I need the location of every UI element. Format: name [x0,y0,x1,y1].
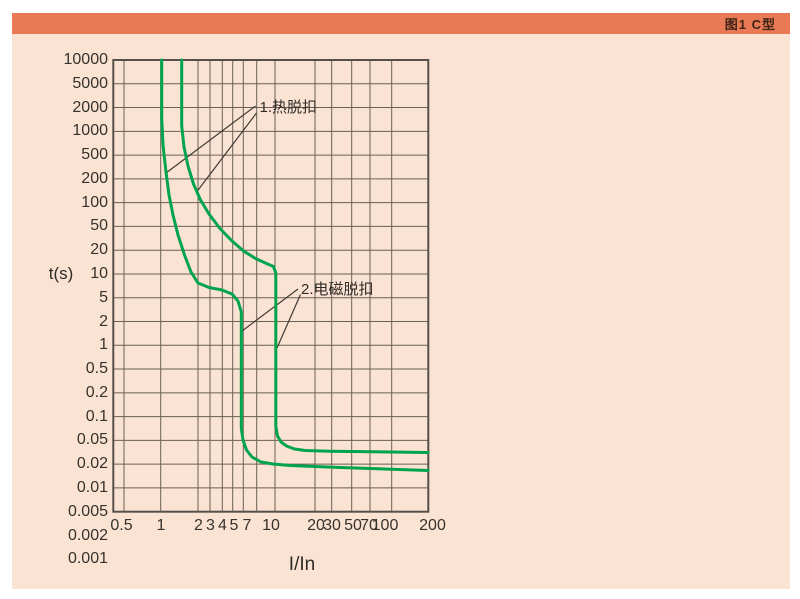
x-tick-label: 70 [360,517,378,534]
y-tick-label: 0.5 [85,360,108,378]
y-tick-label: 1 [99,336,108,354]
y-tick-label: 0.005 [67,502,108,520]
y-tick-label: 50 [90,217,108,235]
y-tick-label: 10000 [63,51,109,68]
annotation-leader-line [241,288,299,332]
y-tick-label: 10 [90,265,108,282]
x-tick-label: 100 [371,517,399,534]
annotation-leader-line [276,294,302,349]
y-tick-label: 0.001 [67,550,108,568]
thermal-trip-curve [160,58,430,472]
y-tick-label: 0.02 [76,455,108,473]
y-tick-label: 0.1 [85,407,108,425]
annotation-leader-line [196,112,257,192]
x-tick-label: 20 [307,517,325,534]
y-tick-label: 5000 [72,74,108,92]
curve-annotation-1: 1.热脱扣 [259,98,318,116]
x-tick-label: 5 [229,517,239,534]
figure-caption: 图1 C型 [724,17,776,32]
y-tick-label: 500 [81,146,108,164]
y-tick-label: 100 [81,193,108,211]
y-tick-label: 2000 [72,98,108,116]
y-tick-label: 0.2 [85,383,108,401]
x-tick-label: 10 [262,517,280,534]
chart-panel [12,34,790,589]
x-tick-label: 4 [218,517,227,534]
x-tick-label: 1 [156,517,166,534]
annotation-leader-line [165,105,256,174]
y-tick-label: 2 [99,312,108,330]
y-tick-label: 0.002 [67,526,108,544]
x-tick-label: 7 [242,517,252,534]
x-tick-label: 200 [419,517,446,534]
header-bar: 图1 C型 [12,13,790,34]
x-tick-label: 0.5 [110,517,133,534]
y-tick-label: 0.01 [76,478,108,496]
y-axis-title: t(s) [48,264,74,283]
plot-frame [112,59,430,513]
magnetic-trip-curve [180,58,430,454]
x-axis-title: I/In [288,554,316,575]
x-tick-label: 2 [194,517,203,534]
curve-annotation-2: 2.电磁脱扣 [301,280,374,298]
x-tick-label: 3 [206,517,215,534]
x-tick-label: 30 [323,517,341,534]
y-tick-label: 0.05 [76,431,108,449]
y-tick-label: 5 [99,288,108,306]
y-tick-label: 20 [90,241,108,259]
y-tick-label: 200 [81,169,108,187]
x-tick-label: 50 [344,517,362,534]
y-tick-label: 1000 [72,122,108,140]
